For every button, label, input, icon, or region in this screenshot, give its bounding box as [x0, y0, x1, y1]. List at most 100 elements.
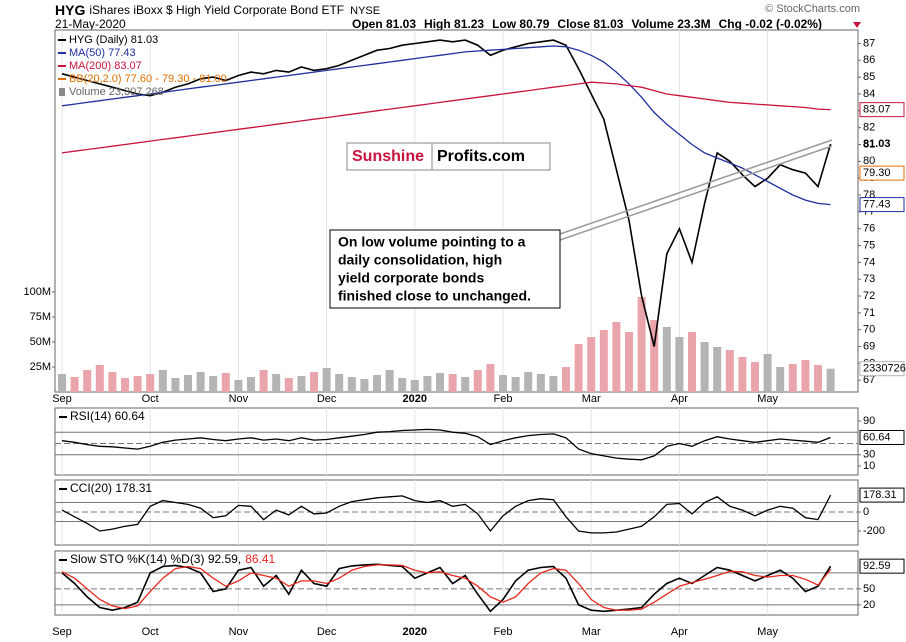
volume-bar [599, 330, 608, 392]
y-tick-label: 0 [863, 506, 869, 518]
legend-icon [59, 88, 65, 96]
copyright: © StockCharts.com [765, 3, 860, 15]
x-tick-label: Nov [229, 393, 249, 405]
exchange: NYSE [350, 5, 380, 17]
y2-tick-label: 50M [30, 336, 51, 348]
quote: Open 81.03 [352, 17, 416, 31]
volume-bar [814, 365, 822, 392]
volume-bar [297, 376, 306, 392]
y-tick-label: 70 [863, 324, 875, 336]
last-value-box [859, 429, 905, 445]
volume-bar [284, 378, 293, 392]
volume-bar [398, 378, 407, 392]
series-line [61, 39, 832, 347]
volume-bar [587, 337, 596, 392]
legend-label: CCI(20) 178.31 [70, 481, 152, 495]
volume-bar [70, 377, 79, 392]
volume-bar [95, 365, 104, 392]
y-tick-label: 20 [863, 599, 875, 611]
date: 21-May-2020 [55, 17, 126, 31]
y-tick-label: 67 [863, 374, 875, 386]
volume-bar [776, 367, 785, 392]
volume-bar [234, 380, 243, 392]
x-tick-label: 2020 [403, 626, 427, 638]
y-tick-label: 87 [863, 37, 875, 49]
panel-title: RSI(14) 60.64 [70, 409, 145, 423]
volume-bar [788, 364, 797, 392]
y-tick-label: 75 [863, 239, 875, 251]
volume-bar [373, 375, 381, 392]
y2-tick-label: 25M [30, 361, 51, 373]
x-tick-label: Dec [317, 626, 337, 638]
last-value-box [859, 558, 905, 574]
series-line [61, 563, 832, 613]
x-tick-label: May [757, 393, 778, 405]
last-value-box [859, 197, 905, 213]
x-tick-label: Sep [52, 393, 72, 405]
y-tick-label: 82 [863, 122, 875, 134]
series-line [61, 428, 831, 461]
volume-bar [511, 377, 520, 392]
last-value-box [859, 165, 905, 181]
volume-bar [549, 376, 558, 392]
panel-frame [54, 550, 859, 616]
last-value-label: 178.31 [863, 489, 897, 501]
last-value-box [859, 361, 905, 377]
y-tick-label: 73 [863, 273, 875, 285]
plot-area: 6768697071727374757677787980818283848586… [23, 29, 906, 638]
x-tick-label: Mar [582, 393, 601, 405]
quote: Volume 23.3M [631, 17, 710, 31]
volume-bar [801, 360, 810, 392]
last-value-box [859, 487, 905, 503]
volume-bar [448, 374, 457, 392]
series-line [61, 494, 832, 534]
volume-bar [347, 377, 356, 392]
series-line [61, 81, 831, 154]
y-tick-label: 72 [863, 290, 875, 302]
y-tick-label: -200 [863, 525, 885, 537]
legend-label: RSI(14) 60.64 [70, 409, 145, 423]
volume-bar [524, 372, 533, 392]
quote: Close 81.03 [557, 17, 623, 31]
last-value-label: 2330726 [863, 363, 906, 375]
annotation-line: finished close to unchanged. [338, 288, 531, 304]
panel-frame [54, 407, 859, 476]
volume-bar [108, 372, 117, 392]
volume-bar [499, 375, 507, 392]
y-tick-label: 86 [863, 54, 875, 66]
volume-bar [700, 342, 709, 392]
volume-bar [486, 364, 495, 392]
y2-tick-label: 100M [23, 286, 51, 298]
x-tick-label: Oct [142, 626, 159, 638]
last-value-label: 60.64 [863, 431, 891, 443]
quote-line: Open 81.03 High 81.23 Low 80.79 Close 81.03… [352, 17, 822, 31]
panel-title: Slow STO %K(14) %D(3) 92.59, 86.41 [70, 552, 276, 566]
x-tick-label: Feb [494, 393, 513, 405]
volume-bar [436, 373, 444, 392]
x-tick-label: Oct [142, 393, 159, 405]
y-tick-label: 69 [863, 340, 875, 352]
legend-label: HYG (Daily) 81.03 [69, 34, 158, 46]
y2-tick-label: 75M [30, 311, 51, 323]
y-tick-label: 50 [863, 583, 875, 595]
volume-bar [322, 368, 331, 392]
x-tick-label: May [757, 626, 778, 638]
series-line [61, 45, 831, 206]
volume-bar [171, 378, 180, 392]
last-value-label: 92.59 [863, 560, 891, 572]
volume-bar [662, 327, 671, 392]
volume-bar [121, 378, 129, 392]
last-value-label: 77.43 [863, 199, 891, 211]
panel-frame [54, 29, 859, 393]
x-tick-label: Sep [52, 626, 72, 638]
y-tick-label: 90 [863, 415, 875, 427]
volume-bar [196, 372, 205, 392]
volume-bar [826, 368, 835, 392]
overlay: Sunshine Profits.com On low volume point… [329, 139, 833, 309]
volume-bar [310, 372, 318, 392]
volume-bar [637, 297, 646, 392]
y-tick-label: 74 [863, 256, 875, 268]
legend-label: MA(200) 83.07 [69, 60, 142, 72]
quote: Chg -0.02 (-0.02%) [719, 17, 822, 31]
